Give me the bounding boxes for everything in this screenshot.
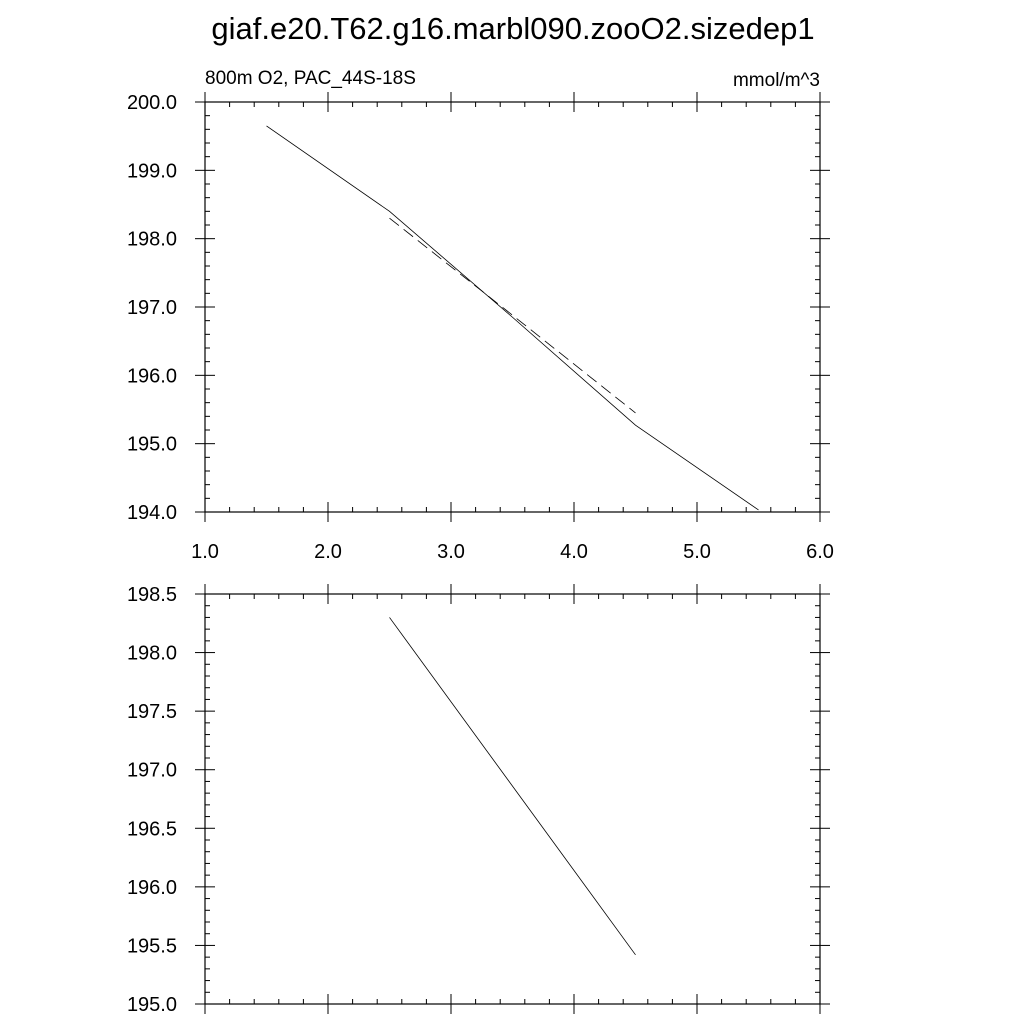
panel2-y-tick-label: 196.0: [127, 877, 177, 899]
panel2-y-tick-label: 198.0: [127, 643, 177, 665]
panel1-y-tick-label: 194.0: [127, 502, 177, 524]
panel2-y-tick-label: 195.0: [127, 994, 177, 1016]
panel1-y-tick-label: 199.0: [127, 160, 177, 182]
panel1-y-tick-label: 195.0: [127, 434, 177, 456]
panel1-frame: [204, 101, 821, 513]
panel2-series-line-1: [389, 617, 636, 956]
panel1-x-tick-label: 1.0: [191, 541, 219, 563]
chart-title: giaf.e20.T62.g16.marbl090.zooO2.sizedep1: [211, 11, 814, 46]
panel2-y-tick-label: 196.5: [127, 818, 177, 840]
panel1-y-tick-label: 200.0: [127, 92, 177, 114]
panel1-x-tick-label: 3.0: [437, 541, 465, 563]
panel1-y-tick-label: 196.0: [127, 365, 177, 387]
panel1-units-label: mmol/m^3: [733, 70, 820, 91]
panel2-y-tick-label: 197.5: [127, 701, 177, 723]
panel2-y-tick-label: 198.5: [127, 584, 177, 606]
panel1-y-tick-label: 197.0: [127, 297, 177, 319]
panel2-y-tick-label: 197.0: [127, 760, 177, 782]
panel2-frame: [204, 593, 821, 1005]
panel1-series-line-2: [389, 217, 636, 414]
panel1-x-tick-label: 2.0: [314, 541, 342, 563]
panel2-plot: 195.0 195.5 196.0 196.5 197.0 197.5 198.0 198.5: [127, 584, 830, 1016]
panel1-y-tick-label: 198.0: [127, 229, 177, 251]
panel1-series-line-1: [266, 125, 759, 511]
panel1-left-label: 800m O2, PAC_44S-18S: [205, 68, 416, 89]
panel1-x-tick-label: 6.0: [806, 541, 834, 563]
panel1-x-tick-label: 4.0: [560, 541, 588, 563]
panel1-plot: 1.0 2.0 3.0 4.0 5.0 6.0 194.0 195.0 196.0 197.0 19…: [127, 92, 834, 563]
panel1-x-tick-label: 5.0: [683, 541, 711, 563]
panel2-y-tick-label: 195.5: [127, 935, 177, 957]
